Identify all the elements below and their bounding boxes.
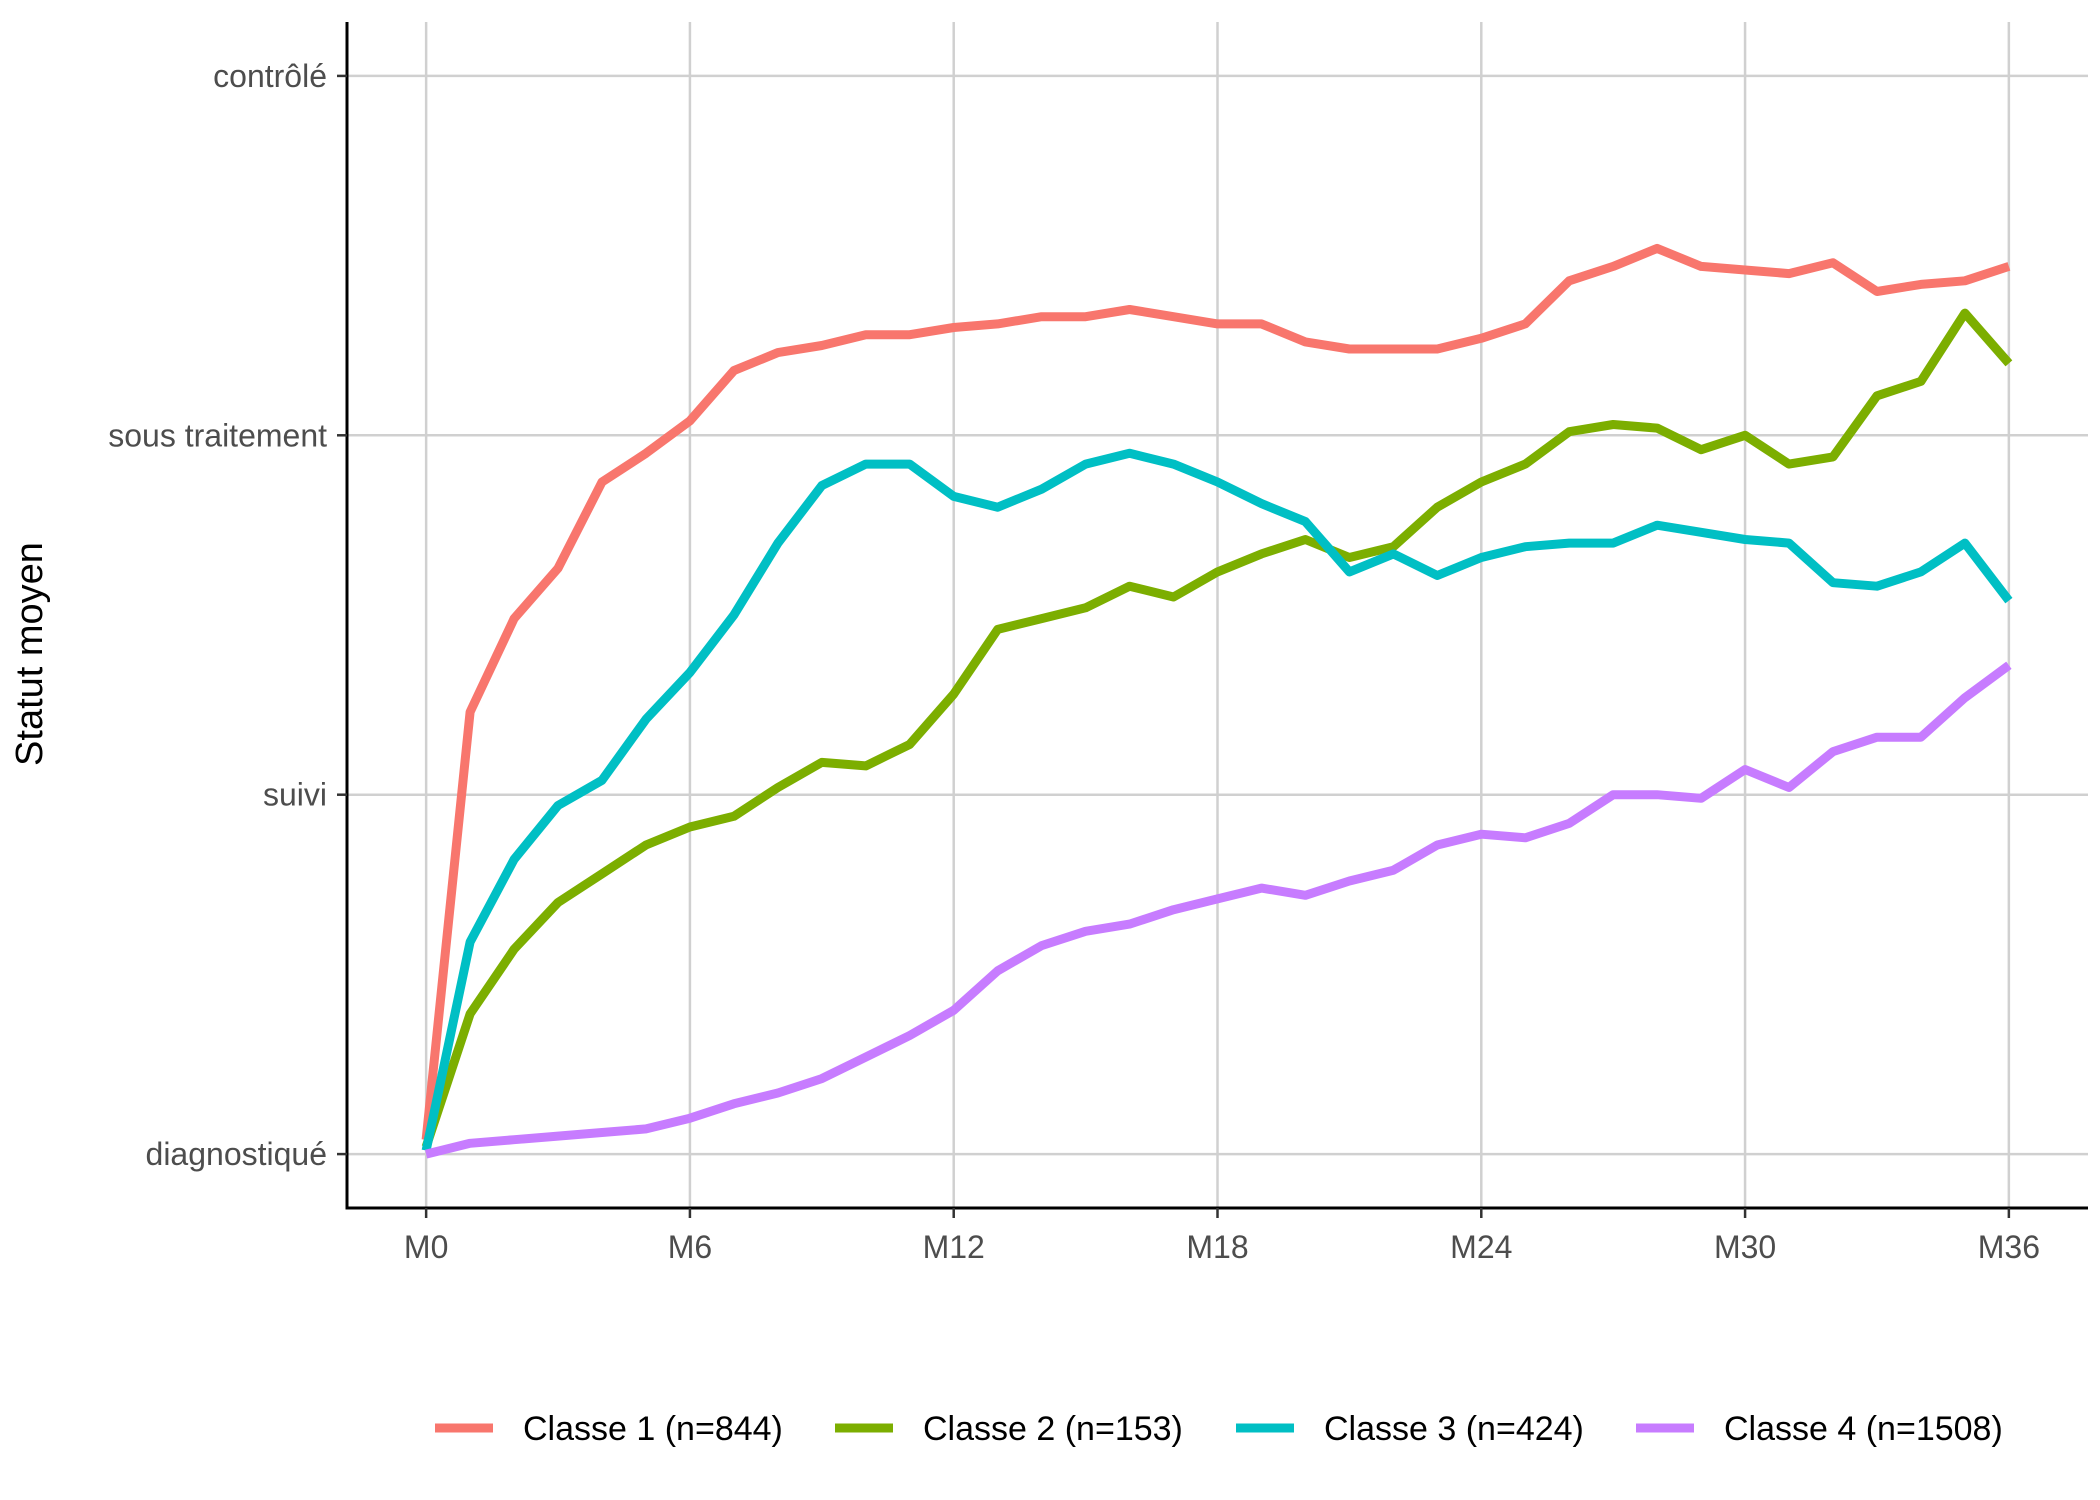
legend: Classe 1 (n=844) Classe 2 (n=153) Classe 3… [435,1410,2003,1448]
legend-label-3: Classe 3 (n=424) [1324,1410,1584,1448]
y-tick-label-1: suivi [263,777,327,813]
legend-label-1: Classe 1 (n=844) [523,1410,783,1448]
series-line-3 [421,448,2013,1152]
y-tick-label-2: sous traitement [108,417,327,453]
x-tick-label-4: M24 [1450,1229,1512,1265]
y-tick-label-0: diagnostiqué [146,1136,327,1172]
y-tick-label-3: contrôlé [213,58,327,94]
y-axis-title: Statut moyen [9,542,51,766]
x-tick-label-1: M6 [668,1229,712,1265]
x-tick-label-6: M36 [1978,1229,2040,1265]
y-tick-labels: diagnostiqué suivi sous traitement contrôlé [108,58,347,1172]
x-tick-labels: M0 M6 M12 M18 M24 M30 M36 [404,1208,2040,1265]
legend-label-4: Classe 4 (n=1508) [1724,1410,2003,1448]
grid-lines [347,22,2088,1208]
series-line-2 [421,308,2013,1149]
legend-label-2: Classe 2 (n=153) [923,1410,1183,1448]
x-tick-label-5: M30 [1714,1229,1776,1265]
series-line-4 [425,661,2012,1159]
x-tick-label-2: M12 [923,1229,985,1265]
x-tick-label-3: M18 [1186,1229,1248,1265]
series-line-1 [421,243,2011,1141]
series-lines [421,243,2013,1159]
x-tick-label-0: M0 [404,1229,448,1265]
